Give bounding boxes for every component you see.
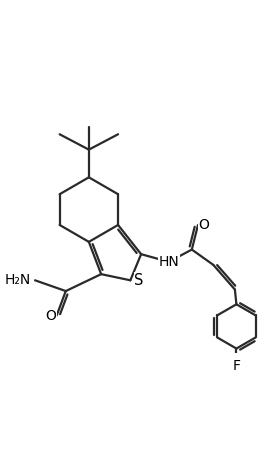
Text: O: O bbox=[199, 218, 210, 232]
Text: H₂N: H₂N bbox=[5, 273, 31, 287]
Text: S: S bbox=[134, 273, 144, 288]
Text: O: O bbox=[45, 308, 56, 323]
Text: HN: HN bbox=[158, 255, 179, 269]
Text: F: F bbox=[232, 359, 240, 373]
